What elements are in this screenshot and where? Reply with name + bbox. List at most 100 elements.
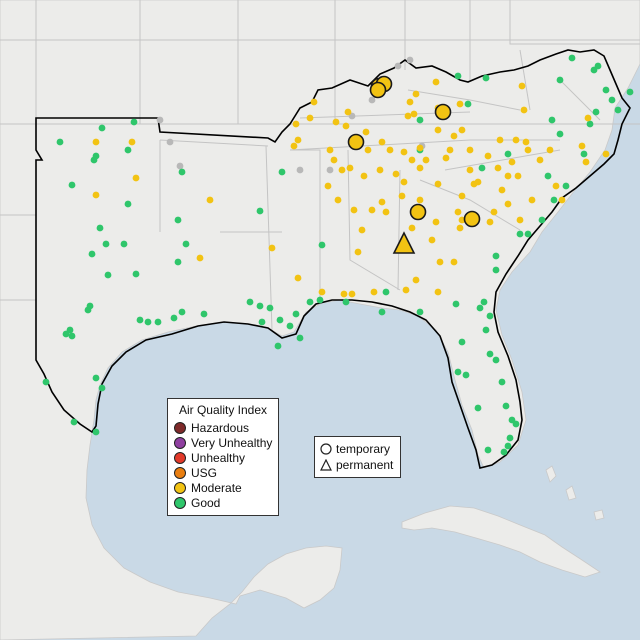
moderate-marker[interactable] <box>524 146 532 154</box>
moderate-marker[interactable] <box>602 150 610 158</box>
moderate-marker[interactable] <box>362 128 370 136</box>
moderate-marker[interactable] <box>350 206 358 214</box>
good-marker[interactable] <box>556 76 564 84</box>
good-marker[interactable] <box>56 138 64 146</box>
good-marker[interactable] <box>568 54 576 62</box>
good-marker[interactable] <box>286 322 294 330</box>
good-marker[interactable] <box>182 240 190 248</box>
moderate-marker[interactable] <box>508 158 516 166</box>
good-marker[interactable] <box>136 316 144 324</box>
moderate-marker[interactable] <box>412 90 420 98</box>
good-marker[interactable] <box>382 288 390 296</box>
good-marker[interactable] <box>452 300 460 308</box>
good-marker[interactable] <box>70 418 78 426</box>
good-marker[interactable] <box>586 120 594 128</box>
moderate-marker[interactable] <box>428 236 436 244</box>
temporary-monitor-marker[interactable] <box>369 81 387 99</box>
moderate-marker[interactable] <box>294 274 302 282</box>
good-marker[interactable] <box>88 250 96 258</box>
moderate-marker[interactable] <box>360 172 368 180</box>
good-marker[interactable] <box>92 152 100 160</box>
good-marker[interactable] <box>378 308 386 316</box>
moderate-marker[interactable] <box>326 146 334 154</box>
good-marker[interactable] <box>506 434 514 442</box>
moderate-marker[interactable] <box>92 191 100 199</box>
moderate-marker[interactable] <box>582 158 590 166</box>
moderate-marker[interactable] <box>520 106 528 114</box>
good-marker[interactable] <box>486 350 494 358</box>
moderate-marker[interactable] <box>494 164 502 172</box>
moderate-marker[interactable] <box>546 146 554 154</box>
good-marker[interactable] <box>278 168 286 176</box>
moderate-marker[interactable] <box>368 206 376 214</box>
moderate-marker[interactable] <box>398 192 406 200</box>
good-marker[interactable] <box>306 298 314 306</box>
moderate-marker[interactable] <box>504 172 512 180</box>
good-marker[interactable] <box>538 216 546 224</box>
moderate-marker[interactable] <box>294 136 302 144</box>
moderate-marker[interactable] <box>346 164 354 172</box>
temporary-monitor-marker[interactable] <box>434 103 452 121</box>
moderate-marker[interactable] <box>332 118 340 126</box>
moderate-marker[interactable] <box>432 218 440 226</box>
no-data-marker[interactable] <box>326 166 334 174</box>
moderate-marker[interactable] <box>310 98 318 106</box>
good-marker[interactable] <box>120 240 128 248</box>
good-marker[interactable] <box>144 318 152 326</box>
moderate-marker[interactable] <box>422 156 430 164</box>
moderate-marker[interactable] <box>334 196 342 204</box>
permanent-monitor-marker[interactable] <box>392 231 416 254</box>
good-marker[interactable] <box>200 310 208 318</box>
moderate-marker[interactable] <box>412 276 420 284</box>
moderate-marker[interactable] <box>306 114 314 122</box>
moderate-marker[interactable] <box>400 178 408 186</box>
moderate-marker[interactable] <box>434 126 442 134</box>
good-marker[interactable] <box>274 342 282 350</box>
moderate-marker[interactable] <box>292 120 300 128</box>
good-marker[interactable] <box>316 296 324 304</box>
good-marker[interactable] <box>256 302 264 310</box>
good-marker[interactable] <box>608 96 616 104</box>
good-marker[interactable] <box>482 326 490 334</box>
good-marker[interactable] <box>132 270 140 278</box>
good-marker[interactable] <box>318 241 326 249</box>
good-marker[interactable] <box>550 196 558 204</box>
moderate-marker[interactable] <box>512 136 520 144</box>
good-marker[interactable] <box>266 304 274 312</box>
good-marker[interactable] <box>462 371 470 379</box>
temporary-monitor-marker[interactable] <box>409 203 427 221</box>
good-marker[interactable] <box>454 72 462 80</box>
good-marker[interactable] <box>556 130 564 138</box>
moderate-marker[interactable] <box>442 154 450 162</box>
moderate-marker[interactable] <box>354 248 362 256</box>
moderate-marker[interactable] <box>370 288 378 296</box>
no-data-marker[interactable] <box>166 138 174 146</box>
moderate-marker[interactable] <box>342 122 350 130</box>
good-marker[interactable] <box>492 252 500 260</box>
good-marker[interactable] <box>62 330 70 338</box>
moderate-marker[interactable] <box>378 138 386 146</box>
good-marker[interactable] <box>474 404 482 412</box>
moderate-marker[interactable] <box>536 156 544 164</box>
moderate-marker[interactable] <box>528 196 536 204</box>
moderate-marker[interactable] <box>128 138 136 146</box>
moderate-marker[interactable] <box>318 288 326 296</box>
moderate-marker[interactable] <box>522 138 530 146</box>
good-marker[interactable] <box>104 271 112 279</box>
moderate-marker[interactable] <box>458 192 466 200</box>
moderate-marker[interactable] <box>358 226 366 234</box>
moderate-marker[interactable] <box>466 166 474 174</box>
moderate-marker[interactable] <box>454 208 462 216</box>
moderate-marker[interactable] <box>344 108 352 116</box>
good-marker[interactable] <box>626 88 634 96</box>
moderate-marker[interactable] <box>578 142 586 150</box>
moderate-marker[interactable] <box>206 196 214 204</box>
good-marker[interactable] <box>416 308 424 316</box>
good-marker[interactable] <box>68 332 76 340</box>
moderate-marker[interactable] <box>404 112 412 120</box>
moderate-marker[interactable] <box>486 218 494 226</box>
moderate-marker[interactable] <box>340 290 348 298</box>
moderate-marker[interactable] <box>458 126 466 134</box>
good-marker[interactable] <box>98 384 106 392</box>
